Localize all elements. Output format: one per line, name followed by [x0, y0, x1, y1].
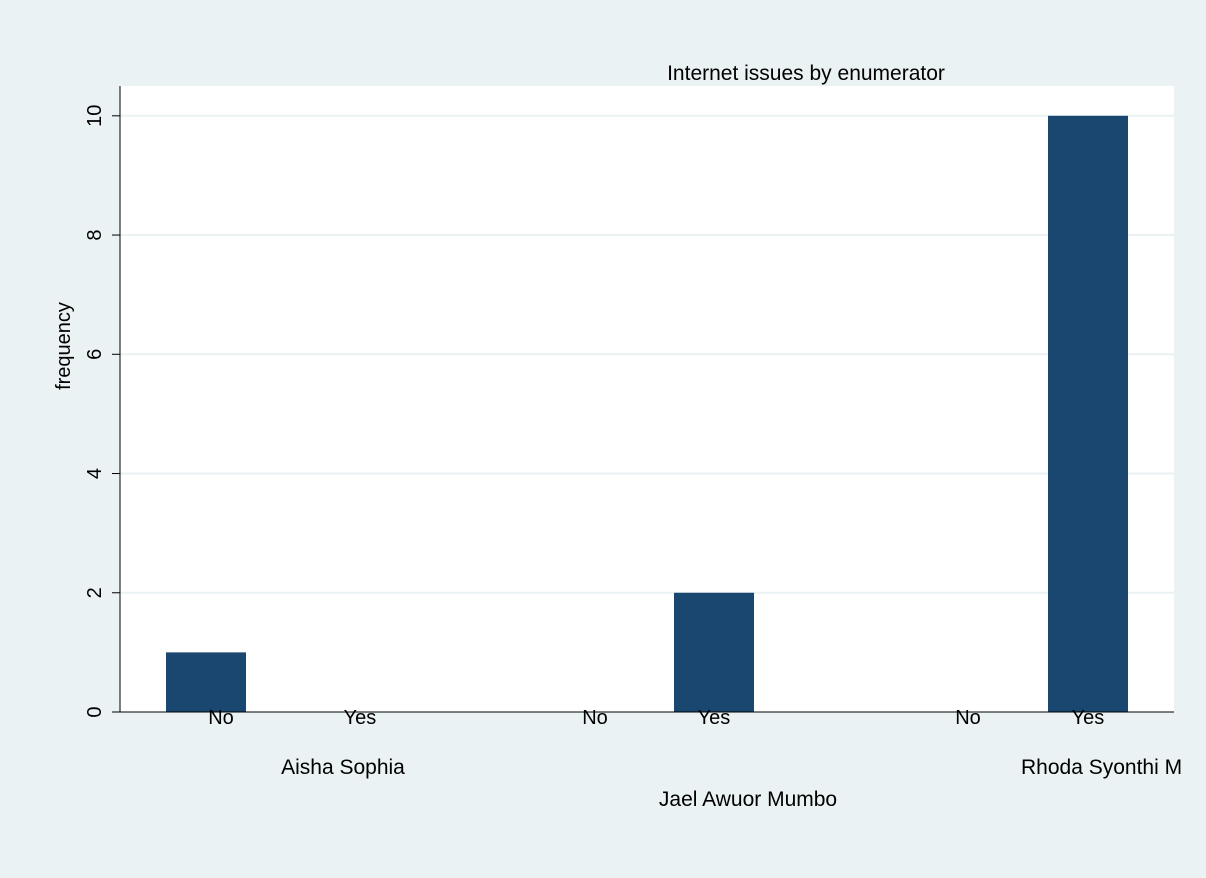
x-category-label: No	[208, 707, 234, 729]
bar	[1048, 115, 1128, 713]
y-tick-label: 4	[84, 468, 106, 479]
y-tick-label: 8	[84, 229, 106, 240]
bar	[166, 652, 246, 712]
x-category-label: No	[582, 707, 608, 729]
x-category-label: No	[955, 707, 981, 729]
plot-area	[120, 86, 1174, 712]
y-tick-label: 2	[84, 587, 106, 598]
y-tick-label: 0	[84, 706, 106, 717]
y-tick-label: 10	[84, 105, 106, 127]
group-label: Jael Awuor Mumbo	[659, 788, 837, 811]
group-label: Rhoda Syonthi M	[1021, 756, 1182, 779]
y-tick-label: 6	[84, 349, 106, 360]
x-category-label: Yes	[1072, 707, 1105, 729]
y-axis-label: frequency	[53, 302, 75, 390]
bars	[166, 115, 1128, 713]
group-labels: Aisha Sophia Jael Awuor Mumbo Rhoda Syonth…	[281, 756, 1182, 811]
y-ticks: 0 2 4 6 8 10	[84, 105, 120, 718]
group-label: Aisha Sophia	[281, 756, 405, 779]
x-category-label: Yes	[698, 707, 731, 729]
gridlines	[120, 114, 1174, 594]
bar	[674, 592, 754, 712]
x-labels: No Yes No Yes No Yes	[208, 707, 1104, 729]
x-category-label: Yes	[344, 707, 377, 729]
chart-title: Internet issues by enumerator	[667, 62, 945, 85]
